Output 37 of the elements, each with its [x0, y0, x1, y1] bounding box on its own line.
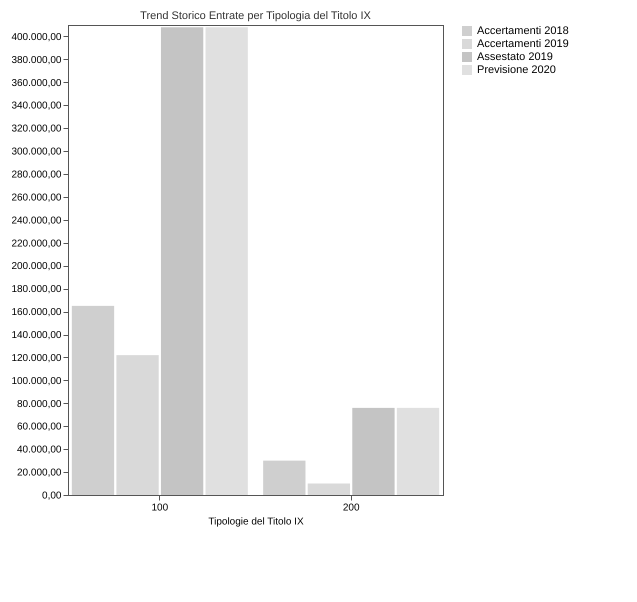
y-tick-label: 40.000,00 [17, 444, 62, 456]
bar [396, 408, 440, 495]
y-tick-label: 220.000,00 [11, 238, 62, 250]
y-tick-label: 320.000,00 [11, 124, 62, 135]
bar [160, 27, 204, 495]
y-tick-label: 400.000,00 [11, 32, 62, 43]
bar [206, 27, 248, 495]
y-tick-label: 0,00 [42, 490, 62, 502]
y-tick-label: 380.000,00 [11, 54, 62, 66]
y-tick-label: 280.000,00 [11, 170, 62, 181]
y-tick-label: 360.000,00 [11, 78, 62, 89]
chart-title: Trend Storico Entrate per Tipologia del Titolo IX [140, 10, 372, 22]
legend-label: Accertamenti 2019 [477, 38, 569, 50]
y-tick-label: 80.000,00 [17, 398, 62, 410]
y-tick-label: 160.000,00 [11, 307, 62, 318]
y-tick-label: 200.000,00 [11, 261, 62, 272]
y-tick-label: 340.000,00 [11, 100, 62, 112]
x-tick-label: 200 [342, 502, 360, 514]
y-tick-label: 60.000,00 [17, 422, 62, 433]
x-axis-title: Tipologie del Titolo IX [208, 516, 304, 528]
legend-label: Previsione 2020 [477, 64, 556, 76]
y-tick-label: 100.000,00 [11, 376, 62, 387]
x-tick-label: 100 [151, 502, 169, 514]
y-tick-label: 240.000,00 [11, 215, 62, 226]
y-tick-label: 260.000,00 [11, 192, 62, 204]
y-tick-label: 20.000,00 [17, 468, 62, 479]
bar [116, 355, 159, 495]
bar [308, 484, 350, 495]
bar [352, 408, 395, 495]
bar [72, 306, 114, 495]
legend-label: Accertamenti 2018 [477, 25, 569, 37]
y-tick-label: 140.000,00 [11, 330, 62, 342]
legend-label: Assestato 2019 [477, 51, 553, 63]
y-tick-label: 120.000,00 [11, 352, 62, 364]
bar [263, 460, 306, 495]
y-tick-label: 180.000,00 [11, 284, 62, 296]
y-tick-label: 300.000,00 [11, 146, 62, 158]
